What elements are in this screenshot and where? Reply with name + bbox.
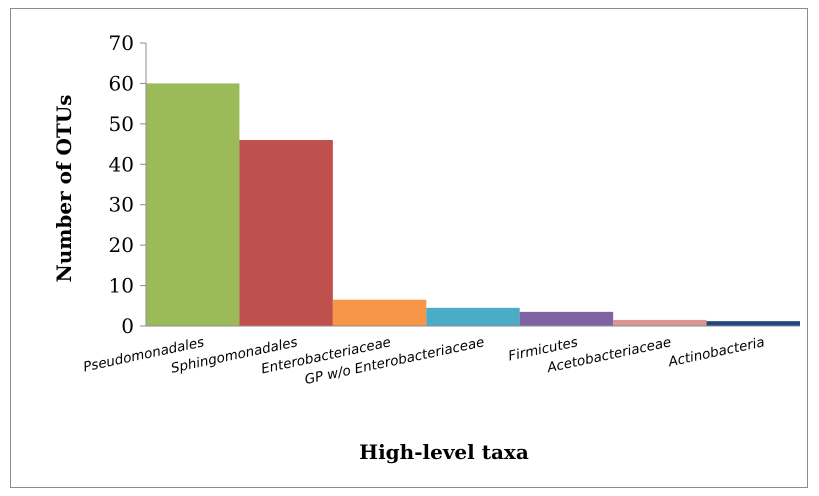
y-axis-title: Number of OTUs: [52, 94, 76, 282]
bars-group: [146, 83, 800, 327]
bar-actinobacteria: [706, 321, 800, 326]
x-tick-labels-group: PseudomonadalesSphingomonadalesEnterobac…: [82, 334, 766, 388]
bar-sphingomonadales: [239, 140, 333, 326]
y-tick-label: 50: [109, 112, 134, 136]
y-tick-label: 10: [109, 274, 134, 298]
x-tick-label: Actinobacteria: [666, 334, 766, 370]
y-tick-label: 70: [109, 31, 134, 55]
bar-pseudomonadales: [146, 83, 240, 327]
bar-firmicutes: [519, 311, 614, 326]
y-tick-label: 20: [109, 233, 134, 257]
bar-acetobacteriaceae: [613, 319, 707, 326]
y-tick-label: 40: [109, 152, 134, 176]
y-ticks-group: 0 10 20 30 40 50 60 70: [109, 31, 146, 338]
bar-gp-w-o-enterobacteriaceae: [426, 307, 520, 326]
y-tick-label: 60: [109, 71, 134, 95]
y-tick-label: 0: [121, 314, 134, 338]
bar-enterobacteriaceae: [332, 299, 427, 326]
y-tick-label: 30: [109, 193, 134, 217]
chart-frame: [10, 8, 808, 488]
x-axis-title: High-level taxa: [359, 440, 529, 464]
